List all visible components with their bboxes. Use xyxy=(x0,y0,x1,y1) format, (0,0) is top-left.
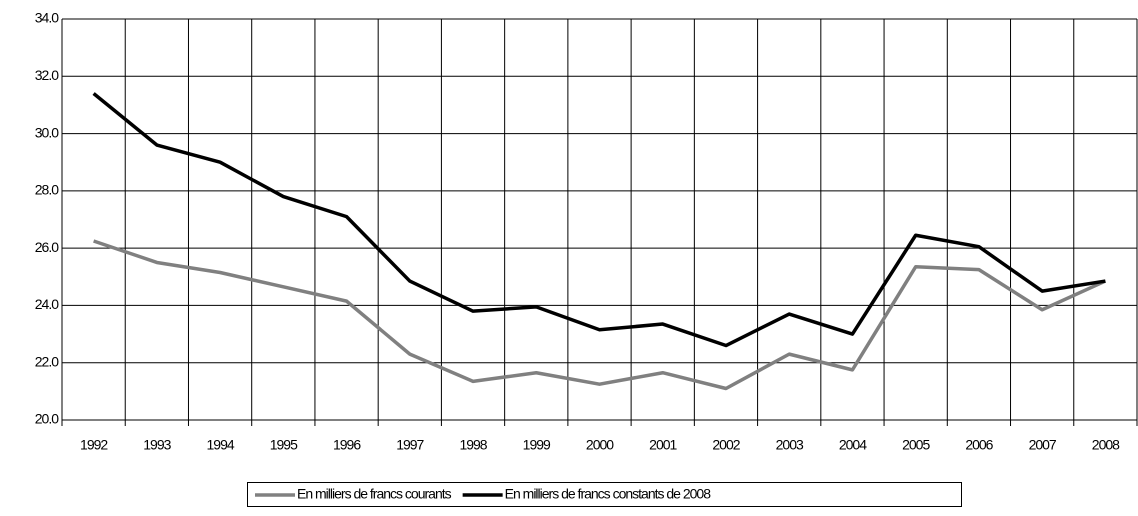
x-tick-label: 1995 xyxy=(270,437,298,453)
x-tick-label: 1994 xyxy=(207,437,235,453)
x-tick-label: 2004 xyxy=(839,437,867,453)
x-tick-label: 1998 xyxy=(459,437,487,453)
x-tick-label: 1999 xyxy=(523,437,551,453)
y-tick-label: 28.0 xyxy=(35,182,59,198)
x-tick-label: 2001 xyxy=(649,437,677,453)
x-tick-label: 1997 xyxy=(396,437,424,453)
x-tick-label: 2000 xyxy=(586,437,614,453)
x-tick-label: 1996 xyxy=(333,437,361,453)
y-tick-label: 30.0 xyxy=(35,124,59,140)
x-tick-label: 2002 xyxy=(712,437,740,453)
legend-label: En milliers de francs courants xyxy=(297,486,452,502)
x-tick-label: 2007 xyxy=(1029,437,1057,453)
legend-label: En milliers de francs constants de 2008 xyxy=(505,486,712,502)
x-tick-label: 2006 xyxy=(965,437,993,453)
x-tick-label: 2003 xyxy=(776,437,804,453)
y-tick-label: 26.0 xyxy=(35,239,59,255)
series-line xyxy=(93,239,1107,391)
y-tick-label: 32.0 xyxy=(35,67,59,83)
legend-box xyxy=(247,482,962,507)
x-tick-label: 1993 xyxy=(143,437,171,453)
x-tick-label: 2005 xyxy=(902,437,930,453)
x-tick-label: 2008 xyxy=(1092,437,1120,453)
series-line xyxy=(92,92,1106,348)
y-tick-label: 24.0 xyxy=(35,296,59,312)
y-tick-label: 22.0 xyxy=(35,353,59,369)
y-tick-label: 34.0 xyxy=(35,10,59,26)
x-tick-label: 1992 xyxy=(80,437,108,453)
y-tick-label: 20.0 xyxy=(35,411,59,427)
